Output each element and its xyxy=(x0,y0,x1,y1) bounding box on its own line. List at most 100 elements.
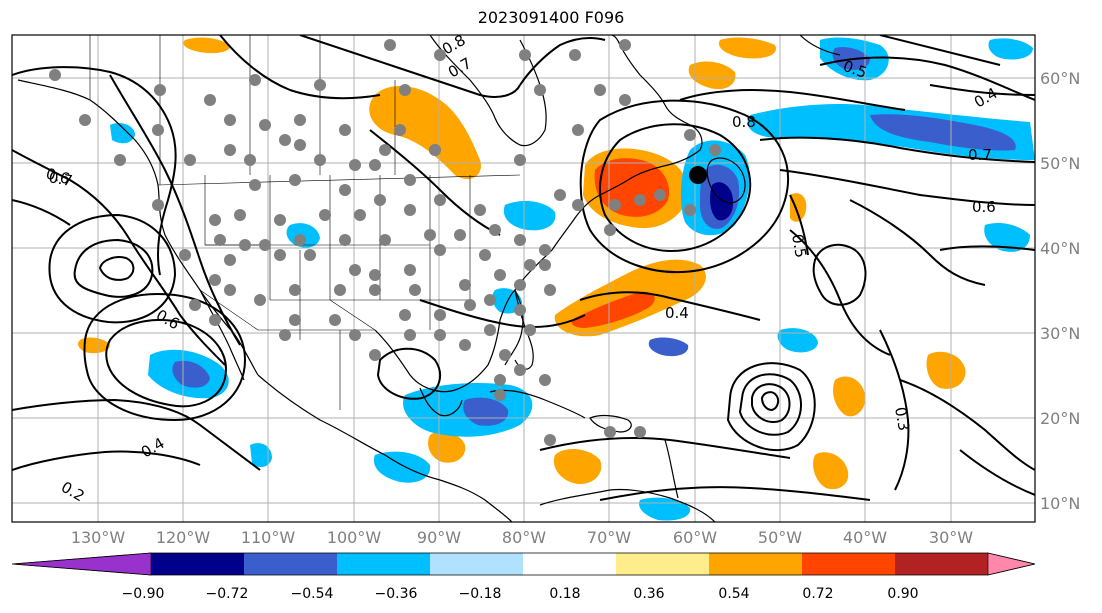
colorbar-ticks: −0.90 −0.72 −0.54 −0.36 −0.18 0.18 0.36 … xyxy=(122,586,919,602)
latitude-labels: 60°N 50°N 40°N 30°N 20°N 10°N xyxy=(1040,69,1080,513)
shade-negative-northeast xyxy=(988,38,1033,60)
lon-label: 130°W xyxy=(71,528,126,547)
contour-atlantic-ne xyxy=(819,56,1035,101)
contour-atlantic-ne2 xyxy=(879,35,1001,66)
colorbar-segments xyxy=(11,552,1036,576)
shade-negative-bc-coast xyxy=(110,123,135,144)
coast-central-america xyxy=(439,479,513,522)
shade-positive-hudson xyxy=(369,85,481,180)
contour-lines xyxy=(12,35,1035,501)
colorbar-segment xyxy=(709,553,803,575)
colorbar-segment xyxy=(151,553,245,575)
contour-tc-loop3 xyxy=(726,362,816,452)
shade-negative-atlantic-mid xyxy=(777,328,818,353)
contour-label: 0.6 xyxy=(972,198,996,216)
lat-label: 50°N xyxy=(1040,154,1080,173)
shade-negative-hawaii-east xyxy=(250,443,272,468)
shade-positive-labrador xyxy=(688,61,736,90)
contour-west-upper xyxy=(12,66,177,276)
contour-west-coast-07 xyxy=(12,149,226,366)
shade-positive-tropical xyxy=(813,452,849,490)
lon-label: 30°W xyxy=(929,528,973,547)
contour-eastern-trough xyxy=(519,36,606,86)
shade-negative-great-lakes xyxy=(503,200,556,231)
contour-north-ridge xyxy=(219,35,381,100)
contour-mexico-outer xyxy=(83,293,247,422)
contour-canada-07 xyxy=(299,35,521,98)
contour-subtropical-04b xyxy=(419,299,586,328)
shade-positive-far-north xyxy=(718,37,776,59)
contour-label: 0.5 xyxy=(788,233,810,260)
contour-label: 0.7 xyxy=(968,146,992,164)
shade-positive-gulf xyxy=(428,431,466,463)
shade-positive-east xyxy=(926,351,966,389)
contour-tc-loop2 xyxy=(738,373,802,436)
shade-negative-newfoundland-deep xyxy=(710,182,734,221)
map-title: 2023091400 F096 xyxy=(477,8,625,27)
contour-newf-05 xyxy=(789,194,809,256)
colorbar-segment xyxy=(616,553,710,575)
contour-great-lakes xyxy=(369,129,501,236)
lon-label: 80°W xyxy=(502,528,546,547)
contour-tc-loop1 xyxy=(751,383,791,424)
contour-east-wave2 xyxy=(939,245,1035,251)
colorbar-tick-label: −0.90 xyxy=(122,586,165,602)
coast-greenland xyxy=(799,35,841,56)
colorbar-extension-high xyxy=(987,552,1036,576)
coast-labrador xyxy=(611,35,666,106)
contour-east-wave xyxy=(849,199,986,286)
contour-label: 0.3 xyxy=(891,406,913,433)
contour-west-loop-inner xyxy=(98,256,135,281)
coast-mexico-pacific xyxy=(257,374,441,481)
colorbar-extension-low xyxy=(11,552,152,576)
coast-baja xyxy=(199,289,245,381)
colorbar-segment xyxy=(244,553,338,575)
coast-hispaniola xyxy=(589,414,632,433)
lat-label: 20°N xyxy=(1040,409,1080,428)
colorbar-tick-label: 0.36 xyxy=(633,586,664,602)
contour-west-outer xyxy=(48,213,177,324)
contour-far-east-south2 xyxy=(959,449,1035,496)
lat-label: 30°N xyxy=(1040,324,1080,343)
contour-atlantic-05 xyxy=(789,229,891,356)
contour-label: 0.6 xyxy=(44,164,72,188)
contour-tropical-south xyxy=(539,437,791,459)
shade-positive-subtropical-core xyxy=(571,291,655,328)
lon-label: 110°W xyxy=(241,528,296,547)
contour-caribbean-loop xyxy=(376,347,442,400)
shade-negative-eastern-edge xyxy=(984,223,1030,252)
coast-south-america xyxy=(539,488,716,522)
lon-label: 40°W xyxy=(843,528,887,547)
lon-label: 50°W xyxy=(758,528,802,547)
lon-label: 60°W xyxy=(673,528,717,547)
longitude-labels: 130°W 120°W 110°W 100°W 90°W 80°W 70°W 6… xyxy=(71,528,973,547)
contour-west-southern2 xyxy=(12,450,201,471)
storm-center-marker xyxy=(689,166,707,184)
lat-label: 60°N xyxy=(1040,69,1080,88)
contour-far-east-south xyxy=(899,379,1035,471)
contour-west-southern xyxy=(12,398,261,471)
colorbar-segment xyxy=(895,553,989,575)
colorbar-tick-label: −0.36 xyxy=(375,586,418,602)
coast-lesser-antilles xyxy=(664,439,679,499)
contour-east-loop-outer xyxy=(579,99,790,274)
colorbar-segment xyxy=(802,553,896,575)
contour-west-coast-06 xyxy=(12,199,71,226)
shade-positive-pacific xyxy=(77,337,110,354)
contour-atlantic-06 xyxy=(779,169,1035,206)
colorbar-tick-label: −0.72 xyxy=(206,586,249,602)
shade-negative-north-atlantic-core xyxy=(870,114,1016,151)
shade-positive-mid-atlantic xyxy=(833,376,866,417)
shade-negative-central-america xyxy=(373,451,431,483)
contour-rocky-trough xyxy=(109,74,241,346)
contour-tropical-south2 xyxy=(599,486,871,501)
colorbar-tick-label: 0.90 xyxy=(887,586,918,602)
shade-negative-caribbean-core xyxy=(463,397,509,426)
colorbar-segment xyxy=(430,553,524,575)
lat-label: 10°N xyxy=(1040,494,1080,513)
colorbar-tick-label: 0.72 xyxy=(802,586,833,602)
shade-negative-mexico-core xyxy=(172,360,210,388)
contour-labrador-04 xyxy=(929,84,1035,96)
lon-label: 120°W xyxy=(156,528,211,547)
contour-subtropical-04 xyxy=(579,291,761,321)
